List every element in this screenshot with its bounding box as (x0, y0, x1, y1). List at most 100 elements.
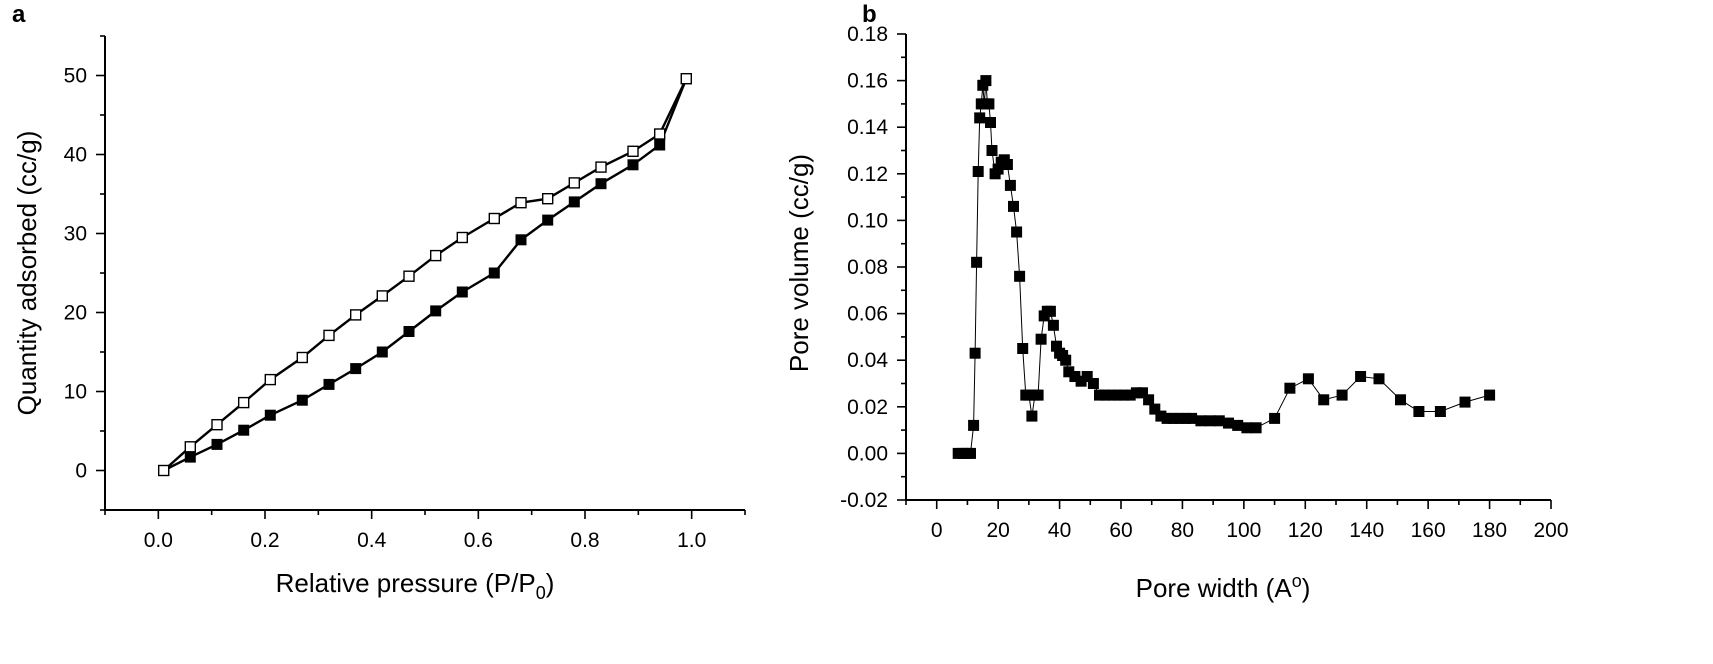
data-point (376, 346, 388, 358)
y-axis-title-b: Pore volume (cc/g) (784, 154, 814, 372)
data-point (1001, 159, 1013, 170)
x-tick-label: 0.4 (357, 529, 387, 552)
x-tick-label: 120 (1288, 519, 1323, 542)
data-point (430, 249, 442, 262)
data-point (1195, 415, 1207, 427)
panel-label-a: a (12, 1, 26, 28)
data-point (456, 231, 468, 244)
data-point (1204, 415, 1216, 427)
x-axis-title-b: Pore width (Ao) (1136, 571, 1311, 603)
data-point (515, 234, 527, 246)
data-point (969, 347, 981, 359)
data-point (1355, 371, 1367, 382)
x-tick-label: 80 (1171, 519, 1194, 542)
data-point (157, 464, 170, 477)
data-point (1302, 373, 1314, 385)
data-point (430, 305, 442, 317)
data-point (971, 256, 983, 268)
data-point (1232, 419, 1244, 431)
x-ticks-a: 0.0 0.2 0.4 0.6 0.8 1.0 (104, 510, 746, 552)
data-point (1047, 319, 1059, 331)
y-tick-label: 0.02 (847, 396, 888, 419)
data-point (323, 378, 335, 390)
data-point (1026, 410, 1038, 422)
data-point (403, 270, 415, 282)
data-point (1241, 422, 1253, 434)
y-tick-label: 0.12 (847, 163, 888, 186)
y-tick-label: 0.08 (847, 256, 888, 279)
y-tick-label: 30 (64, 223, 87, 246)
y-tick-label: -0.02 (840, 489, 888, 512)
data-point (264, 373, 276, 386)
data-point (238, 424, 250, 436)
data-point (1284, 382, 1296, 394)
data-point (985, 117, 996, 128)
data-point (296, 394, 308, 406)
y-tick-label: 0.14 (847, 116, 888, 139)
series-group-b (952, 75, 1496, 459)
x-tick-label: 0.8 (570, 529, 599, 552)
data-point (680, 72, 692, 85)
data-point (1373, 373, 1385, 385)
x-tick-label: 140 (1349, 519, 1384, 542)
x-tick-label: 100 (1226, 519, 1261, 542)
data-point (237, 396, 250, 409)
x-tick-label: 60 (1109, 519, 1132, 542)
data-point (968, 419, 980, 431)
data-point (1459, 396, 1471, 408)
data-point (542, 214, 554, 226)
data-point (184, 441, 197, 453)
data-point (211, 419, 223, 431)
y-ticks-b: -0.02 0.00 0.02 0.04 0.06 0.08 0.10 0.12 0.14 0.1… (840, 23, 906, 512)
data-point (1149, 403, 1161, 415)
data-point (965, 447, 976, 459)
data-point (974, 112, 986, 124)
data-point (488, 267, 500, 279)
data-point (627, 145, 639, 158)
series-group-a (157, 72, 692, 477)
data-point (1250, 422, 1262, 434)
data-point (542, 192, 554, 205)
data-point (211, 438, 223, 450)
y-tick-label: 20 (64, 302, 87, 325)
data-point (1336, 389, 1348, 401)
data-point (627, 159, 639, 171)
chart-panel-b: b 0 20 40 60 80 100 120 140 160 180 200 -0.02 0.00 0… (784, 1, 1569, 603)
data-point (654, 139, 666, 151)
data-point (1413, 406, 1425, 417)
y-tick-label: 0.04 (847, 349, 888, 372)
data-point (323, 329, 335, 342)
series-line-1 (163, 78, 688, 472)
data-point (568, 196, 580, 208)
data-point (1060, 354, 1072, 366)
x-tick-label: 200 (1533, 519, 1568, 542)
data-point (1484, 389, 1496, 401)
x-tick-label: 1.0 (677, 529, 706, 552)
data-point (1434, 406, 1446, 417)
data-point (986, 145, 998, 156)
data-point (1395, 394, 1406, 406)
data-point (184, 451, 196, 463)
data-point (1017, 343, 1029, 354)
data-point (595, 161, 607, 173)
panel-label-b: b (862, 1, 877, 28)
y-tick-label: 0.06 (847, 303, 888, 326)
x-tick-label: 160 (1411, 519, 1446, 542)
chart-panel-a: a 0.0 0.2 0.4 0.6 0.8 1.0 0 10 20 30 40 50 Relativ… (12, 1, 746, 603)
data-point (1318, 394, 1330, 406)
x-axis-title-a: Relative pressure (P/P0) (276, 568, 555, 603)
y-tick-label: 10 (64, 381, 87, 404)
y-tick-label: 0.00 (847, 442, 888, 465)
data-point (1044, 305, 1056, 317)
y-ticks-a: 0 10 20 30 40 50 (64, 35, 105, 511)
data-point (1081, 371, 1093, 382)
data-point (488, 212, 500, 225)
data-point (1087, 378, 1099, 389)
data-point (350, 309, 362, 321)
data-point (1008, 200, 1019, 212)
data-point (1137, 387, 1148, 399)
data-point (983, 98, 995, 110)
data-point (1269, 412, 1281, 424)
data-point (1223, 417, 1234, 429)
